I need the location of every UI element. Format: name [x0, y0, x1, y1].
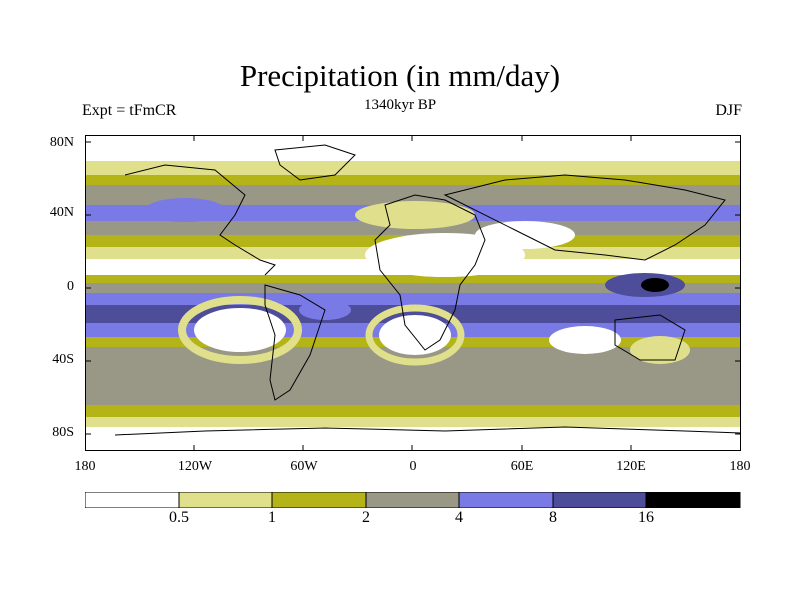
lon-label-180w: 180	[74, 459, 96, 474]
axis-ticks	[85, 135, 741, 451]
lat-label-eq: 0	[67, 279, 74, 294]
colorbar-label-1: 1	[268, 509, 276, 526]
colorbar-label-16: 16	[638, 509, 654, 526]
colorbar-segment-1	[85, 492, 180, 508]
coastlines	[114, 144, 741, 436]
colorbar-segment-3	[271, 492, 367, 508]
lat-label-40n: 40N	[49, 205, 74, 220]
colorbar-label-0-5: 0.5	[169, 509, 189, 526]
map-title: Precipitation (in mm/day)	[239, 58, 561, 93]
precip-regions	[145, 198, 690, 366]
colorbar-label-4: 4	[455, 509, 463, 526]
map-frame	[85, 135, 741, 451]
lon-label-0: 0	[409, 459, 417, 474]
colorbar-label-2: 2	[362, 509, 370, 526]
colorbar-segment-2	[178, 492, 273, 508]
lon-label-60w: 60W	[290, 459, 318, 474]
lon-label-120w: 120W	[177, 459, 213, 474]
map-subtitle: 1340kyr BP	[363, 97, 437, 113]
lon-label-120e: 120E	[616, 459, 646, 474]
colorbar-segment-7	[645, 492, 741, 508]
lat-label-40s: 40S	[52, 352, 74, 367]
lat-label-80s: 80S	[52, 425, 74, 440]
colorbar-segment-4	[365, 492, 460, 508]
colorbar	[85, 492, 741, 508]
lon-label-60e: 60E	[510, 459, 534, 474]
colorbar-label-8: 8	[549, 509, 557, 526]
precipitation-map	[85, 135, 741, 451]
lon-label-180e: 180	[729, 459, 751, 474]
lat-label-80n: 80N	[49, 135, 74, 150]
colorbar-segment-5	[458, 492, 554, 508]
experiment-label: Expt = tFmCR	[82, 102, 177, 119]
season-label: DJF	[715, 102, 742, 119]
colorbar-segment-6	[552, 492, 647, 508]
